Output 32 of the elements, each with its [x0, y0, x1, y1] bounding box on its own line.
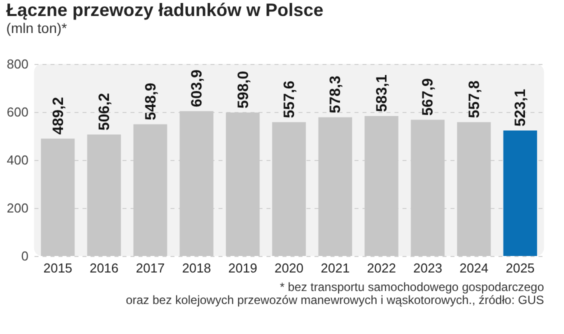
data-label: 583,1: [373, 74, 390, 112]
bar: [503, 130, 538, 256]
y-tick-label: 600: [6, 104, 28, 120]
y-tick-label: 800: [6, 56, 28, 72]
y-tick-label: 400: [6, 152, 28, 168]
data-label: 506,2: [96, 92, 114, 131]
data-label: 598,0: [234, 70, 252, 108]
data-label: 523,1: [512, 88, 530, 126]
x-tick-label: 2019: [228, 260, 258, 276]
data-label: 557,6: [281, 80, 298, 118]
x-tick-label: 2023: [413, 260, 442, 276]
data-label: 489,2: [50, 97, 67, 135]
x-tick-label: 2015: [43, 260, 72, 276]
x-tick-label: 2017: [136, 260, 165, 276]
data-label: 567,9: [420, 78, 437, 116]
chart-title: Łączne przewozy ładunków w Polsce: [6, 0, 324, 20]
data-label: 603,9: [188, 70, 206, 108]
text: * bez transportu samochodowego gospodarczego: [280, 280, 544, 294]
y-tick-label: 200: [6, 200, 28, 216]
x-tick-label: 2016: [90, 260, 119, 276]
data-label: 557,8: [466, 80, 483, 118]
y-tick-label: 0: [21, 248, 28, 264]
x-tick-label: 2020: [274, 260, 304, 276]
x-tick-label: 2024: [459, 260, 488, 276]
text: oraz bez kolejowych przewozów manewrowych i wąskotorowych., źródło: GUS: [126, 293, 544, 307]
chart-subtitle: (mln ton)*: [6, 20, 68, 36]
x-tick-label: 2018: [182, 260, 211, 276]
x-tick-label: 2025: [506, 260, 535, 276]
x-tick-label: 2021: [320, 260, 350, 276]
data-label: 548,9: [142, 82, 160, 120]
data-label: 578,3: [327, 76, 344, 114]
x-tick-label: 2022: [367, 260, 396, 276]
